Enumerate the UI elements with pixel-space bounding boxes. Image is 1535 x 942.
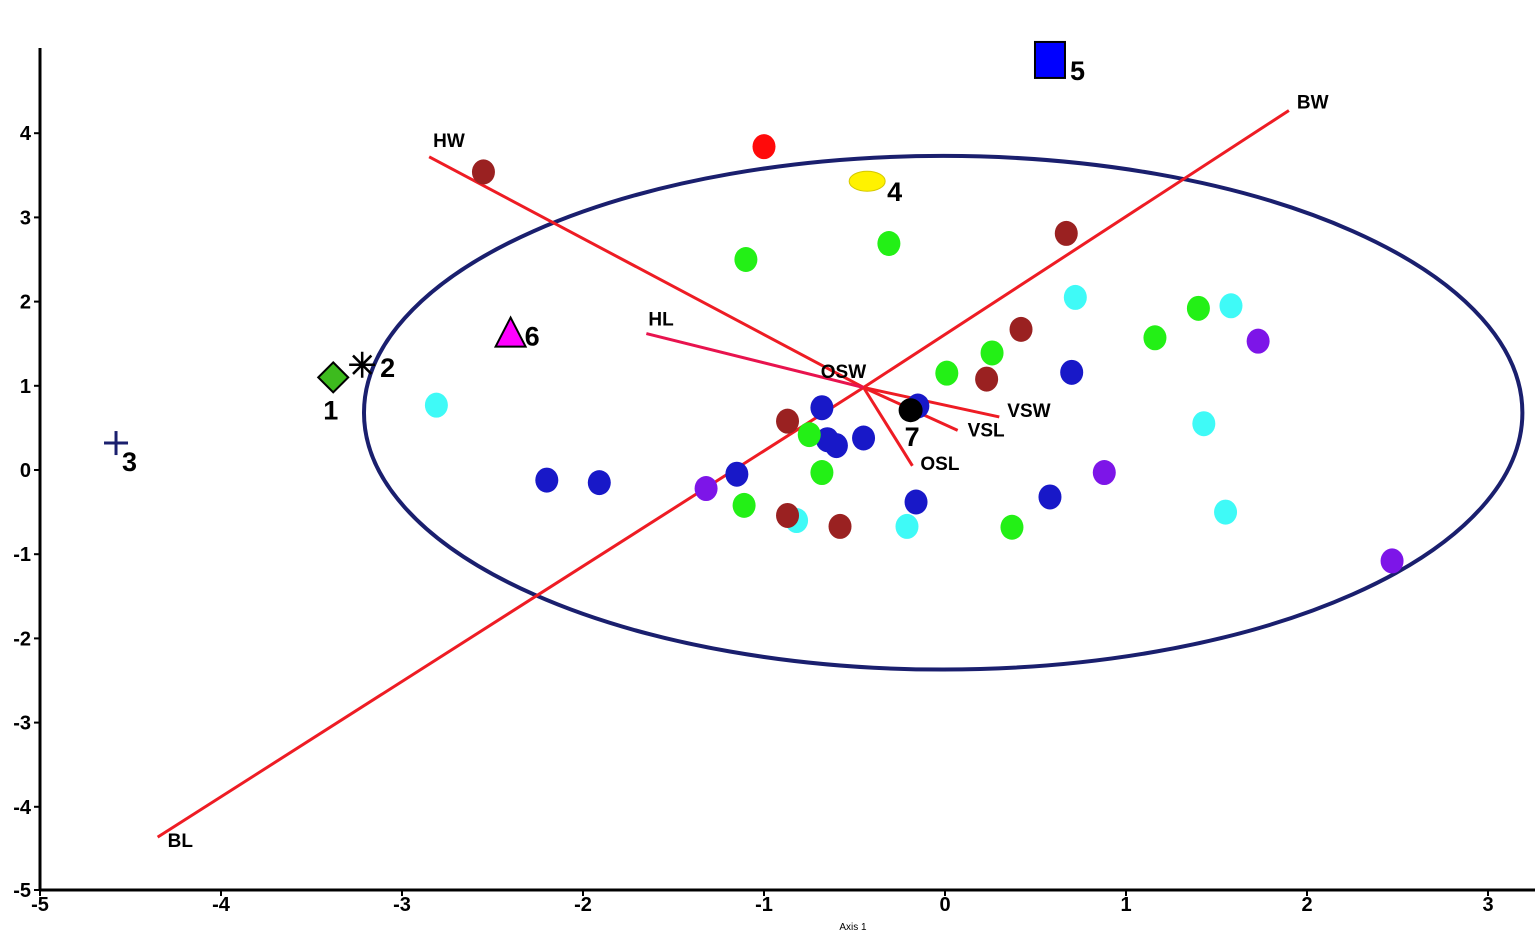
data-point [752,134,776,160]
x-tick-labels: -5 -4 -3 -2 -1 0 1 2 3 [31,890,1494,916]
y-tick-label: -3 [13,713,31,735]
data-point [776,408,800,434]
data-point [734,247,758,272]
confidence-ellipse-outline [361,153,1525,672]
data-point [1009,316,1033,342]
data-point [1000,514,1024,540]
data-point [1038,484,1062,510]
numbered-points: 1 2 3 4 5 6 7 [104,40,1085,477]
vector-osl [862,386,914,467]
data-point [1214,499,1238,525]
data-point [852,425,876,451]
point-2-marker [352,354,373,375]
data-point [424,392,448,418]
x-tick-label: 2 [1301,894,1312,916]
point-5-label: 5 [1070,56,1085,86]
data-point [776,502,800,528]
data-point [1092,460,1116,486]
data-point [732,492,756,518]
sample-points [424,134,1404,574]
vector-label-hl: HL [648,310,674,331]
data-point [471,159,495,185]
data-point [1186,295,1210,321]
x-tick-label: 0 [939,894,950,916]
data-point [824,433,848,459]
point-4-label: 4 [887,177,902,207]
vector-label-bl: BL [168,831,194,852]
data-point [1060,359,1084,385]
data-point [1143,325,1167,351]
data-point [587,470,611,496]
data-point [725,461,749,487]
x-tick-label: 1 [1120,894,1131,916]
vector-label-vsl: VSL [968,420,1005,441]
vector-label-osw: OSW [821,362,866,383]
y-tick-label: 0 [20,460,31,482]
data-point [694,476,718,502]
vector-hw [428,155,865,389]
vector-vsw [863,386,1000,419]
data-point [1192,411,1216,437]
point-6-marker [493,315,528,348]
x-tick-label: -4 [212,894,231,916]
vector-bl [156,386,865,839]
x-tick-label: -2 [574,894,592,916]
x-tick-label: -1 [755,894,773,916]
x-tick-label: -5 [31,894,49,916]
data-point [1246,328,1270,354]
point-4-marker [848,170,886,192]
y-tick-label: 3 [20,207,31,229]
point-5-marker [1033,40,1066,79]
y-tick-label: -1 [13,544,31,566]
point-3-label: 3 [122,447,137,477]
data-point [877,231,901,257]
data-point [828,513,852,539]
data-point [904,489,928,515]
point-7-label: 7 [905,422,920,452]
data-point [895,513,919,539]
vector-label-bw: BW [1297,92,1329,113]
y-tick-labels: -5 -4 -3 -2 -1 0 1 2 3 4 [13,123,40,902]
y-tick-label: 4 [20,123,32,145]
x-axis-label: Axis 1 [839,922,867,933]
point-6-label: 6 [525,322,540,352]
y-tick-label: -2 [13,628,31,650]
vector-hl [645,332,864,389]
point-1-marker [316,360,350,394]
vector-label-vsw: VSW [1007,401,1050,422]
data-point [1063,284,1087,310]
data-point [1219,293,1243,319]
point-7-marker [898,398,923,423]
point-2-label: 2 [380,353,395,383]
point-1-label: 1 [323,395,338,425]
axes [38,48,1535,892]
data-point [1054,220,1078,246]
x-tick-label: -3 [393,894,411,916]
y-tick-label: 2 [20,292,31,314]
x-tick-label: 3 [1482,894,1493,916]
data-point [535,467,559,493]
data-point [797,422,821,448]
data-point [810,395,834,421]
y-tick-label: -5 [13,880,31,902]
vector-label-osl: OSL [920,454,959,475]
data-point [935,360,959,386]
data-point [810,460,834,486]
data-point [980,340,1004,366]
y-tick-label: 1 [20,376,31,398]
vector-bw [862,109,1290,389]
y-tick-label: -4 [13,797,32,819]
data-point [975,366,999,392]
confidence-ellipse [361,153,1525,672]
data-point [1380,548,1404,574]
vector-label-hw: HW [433,131,465,152]
